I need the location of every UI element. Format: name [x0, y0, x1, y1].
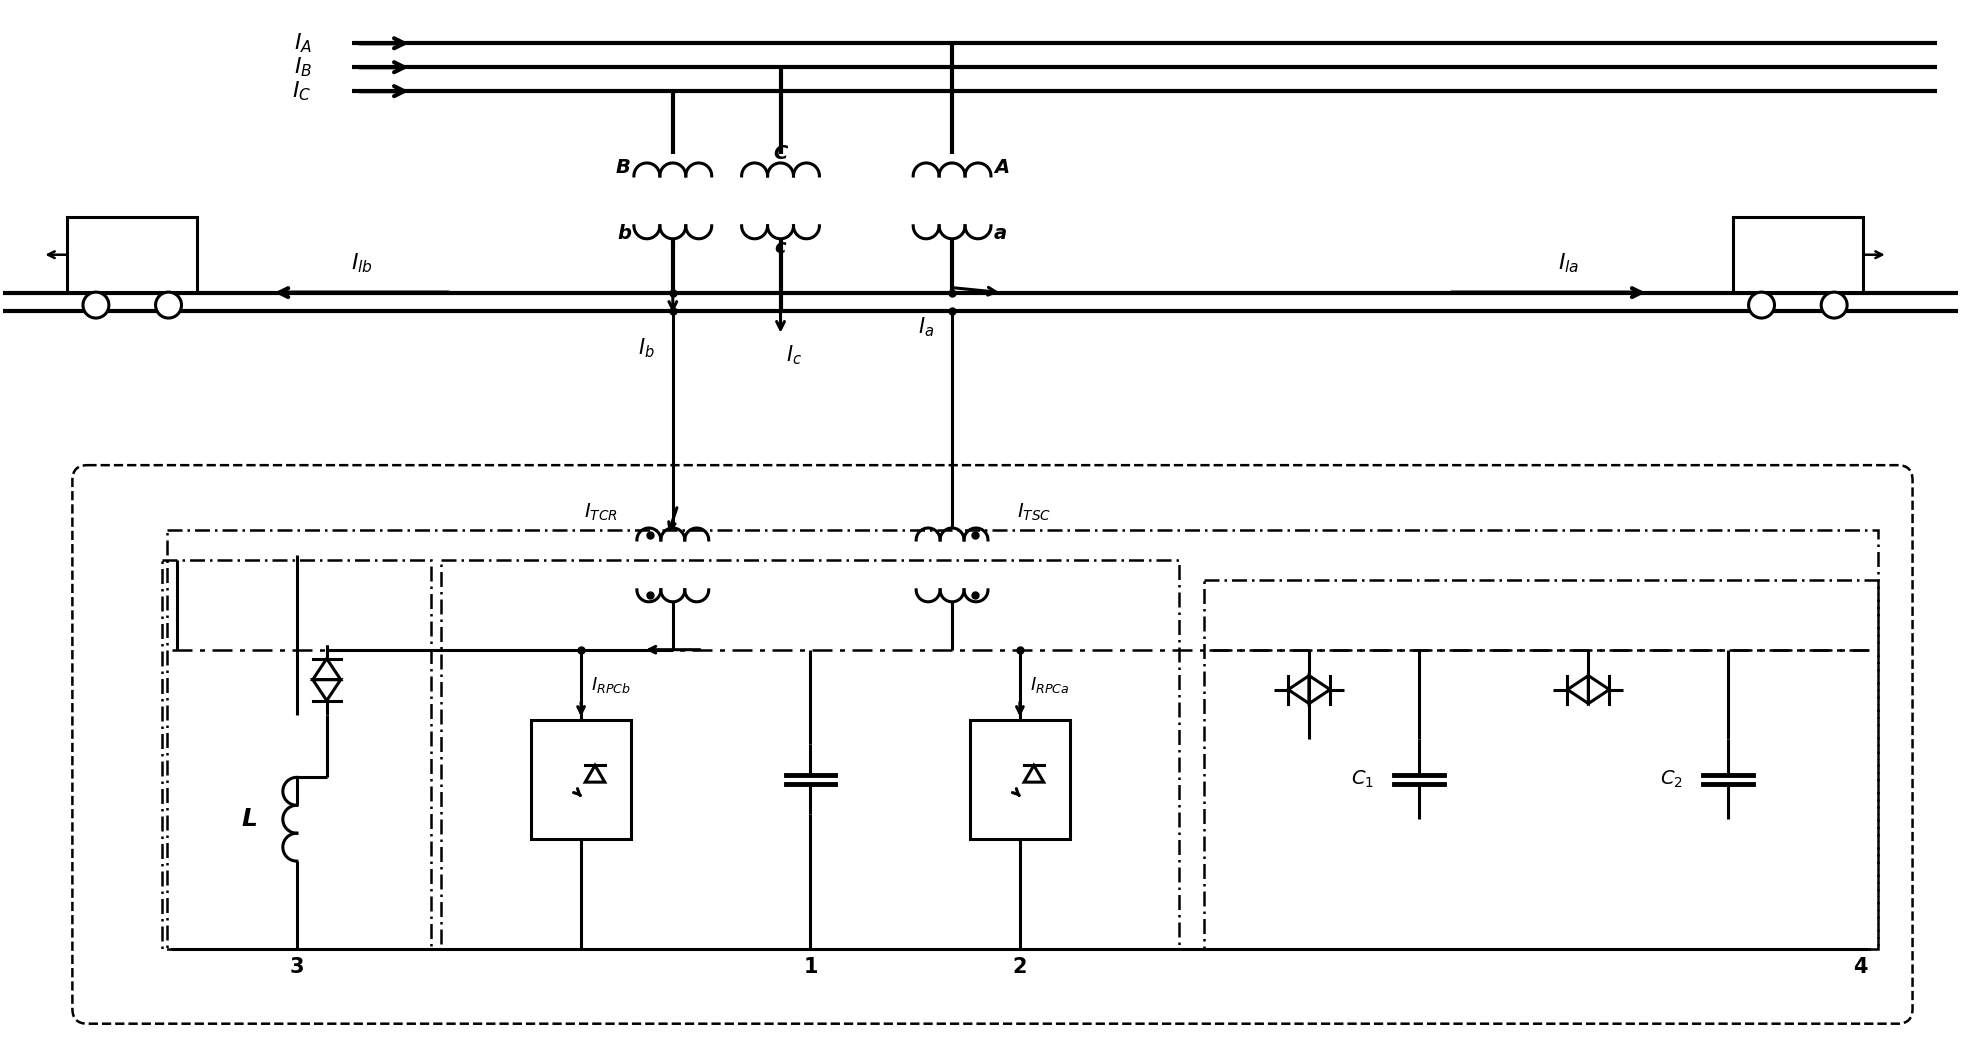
Text: $I_A$: $I_A$ [294, 32, 312, 55]
Bar [971, 719, 1071, 839]
Text: $I_{RPCb}$: $I_{RPCb}$ [590, 675, 631, 695]
Circle shape [1749, 292, 1775, 318]
Text: A: A [994, 159, 1010, 178]
Text: $C_2$: $C_2$ [1661, 769, 1683, 790]
Text: $I_{RPCa}$: $I_{RPCa}$ [1030, 675, 1069, 695]
Bar [1734, 217, 1863, 292]
Text: 3: 3 [290, 957, 304, 976]
Text: B: B [616, 159, 631, 178]
Bar [167, 530, 1877, 949]
Text: $I_a$: $I_a$ [918, 316, 933, 339]
Text: b: b [618, 225, 631, 244]
Circle shape [155, 292, 182, 318]
Bar [531, 719, 631, 839]
Text: 4: 4 [1853, 957, 1867, 976]
Text: 2: 2 [1012, 957, 1028, 976]
Circle shape [82, 292, 110, 318]
Bar [1204, 580, 1877, 949]
Text: $I_c$: $I_c$ [786, 344, 802, 367]
Text: L: L [241, 807, 257, 831]
Bar [163, 560, 431, 949]
Text: $I_{la}$: $I_{la}$ [1557, 251, 1579, 274]
Bar [441, 560, 1179, 949]
Text: $I_C$: $I_C$ [292, 79, 312, 103]
Text: C: C [773, 144, 788, 163]
Text: $I_{TSC}$: $I_{TSC}$ [1018, 501, 1051, 523]
Text: $I_{lb}$: $I_{lb}$ [351, 251, 373, 274]
Text: a: a [994, 225, 1008, 244]
Text: $C_1$: $C_1$ [1351, 769, 1375, 790]
Text: $I_{TCR}$: $I_{TCR}$ [584, 501, 618, 523]
Text: c: c [775, 238, 786, 257]
Circle shape [1822, 292, 1847, 318]
Bar [67, 217, 196, 292]
Text: $I_B$: $I_B$ [294, 55, 312, 79]
Text: $I_b$: $I_b$ [637, 337, 655, 360]
Text: 1: 1 [804, 957, 818, 976]
